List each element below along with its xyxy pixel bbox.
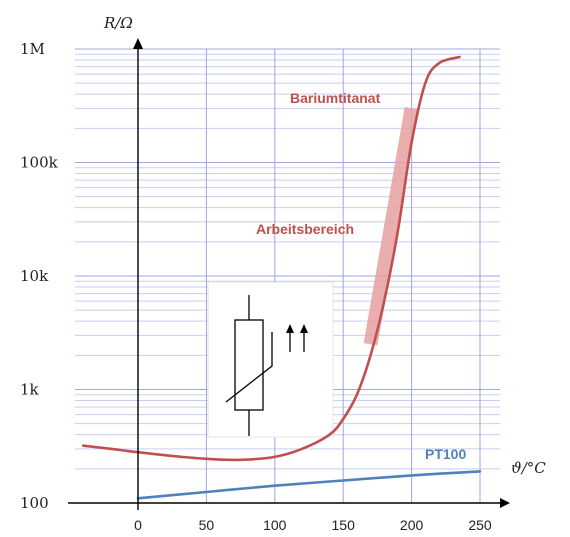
series-layer [82, 55, 482, 500]
arbeitsbereich-highlight [363, 107, 419, 346]
y-tick-label: 10k [20, 267, 49, 285]
x-tick-labels: 0 50 100 150 200 250 [134, 517, 492, 533]
resistor-body [234, 319, 264, 411]
bariumtitanat-label: Bariumtitanat [290, 90, 381, 106]
y-tick-label: 100k [20, 154, 59, 172]
x-tick-label: 0 [134, 517, 142, 533]
x-tick-label: 200 [400, 517, 424, 533]
arbeitsbereich-band [363, 107, 419, 346]
nonlinear-slash [225, 332, 273, 403]
arbeitsbereich-label: Arbeitsbereich [256, 221, 354, 237]
series-line-pt100 [136, 470, 482, 500]
x-axis-arrow [500, 498, 510, 508]
thermistor-symbol-inset [207, 281, 334, 438]
series-line-bariumtitanat [82, 55, 461, 462]
y-axis-label: R/Ω [103, 14, 133, 32]
x-tick-label: 50 [199, 517, 215, 533]
inset-panel [207, 281, 334, 438]
y-tick-label: 1M [20, 40, 45, 58]
y-tick-label: 1k [20, 381, 40, 399]
y-tick-label: 100 [20, 494, 49, 512]
x-tick-label: 250 [468, 517, 492, 533]
up-arrows-icon [286, 324, 308, 352]
y-tick-labels: 100 1k 10k 100k 1M [20, 40, 59, 512]
y-axis-arrow [133, 38, 143, 49]
x-tick-label: 150 [332, 517, 356, 533]
x-tick-label: 100 [263, 517, 287, 533]
x-axis-label: ϑ/°C [511, 459, 546, 477]
pt100-label: PT100 [425, 446, 466, 462]
